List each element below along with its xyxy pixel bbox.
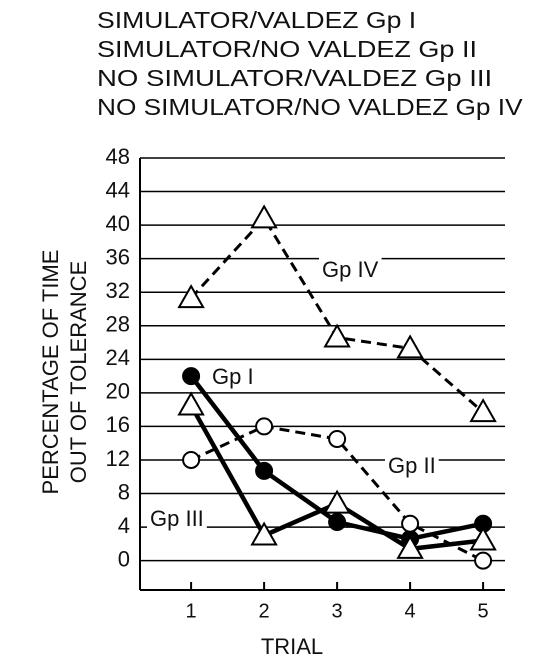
marker — [177, 391, 205, 416]
x-axis-label: TRIAL — [261, 634, 323, 659]
legend-entry: NO SIMULATOR/VALDEZ Gp III — [97, 65, 492, 91]
marker — [255, 417, 274, 436]
marker — [323, 489, 351, 514]
series-line — [190, 424, 484, 562]
marker — [396, 534, 424, 559]
y-axis-label: PERCENTAGE OF TIME — [38, 250, 63, 495]
legend-entry: SIMULATOR/NO VALDEZ Gp II — [97, 36, 477, 62]
annotation: Gp III — [150, 506, 204, 531]
annotation-bg — [385, 452, 439, 478]
x-tick-label: 3 — [332, 600, 343, 622]
annotation: Gp IV — [322, 257, 379, 282]
marker — [328, 430, 347, 449]
y-tick-label: 16 — [106, 412, 130, 437]
x-tick-label: 4 — [405, 600, 416, 622]
marker — [474, 551, 493, 570]
y-tick-label: 44 — [106, 177, 130, 202]
marker — [469, 526, 497, 551]
annotation-bg — [147, 505, 207, 531]
annotation: Gp II — [388, 453, 436, 478]
marker — [469, 398, 497, 423]
marker — [323, 323, 351, 348]
annotation: Gp I — [212, 364, 254, 389]
y-tick-label: 8 — [118, 479, 130, 504]
x-tick-label: 1 — [186, 600, 197, 622]
marker — [182, 367, 201, 386]
y-axis-label: OUT OF TOLERANCE — [66, 261, 91, 484]
marker — [177, 284, 205, 309]
y-tick-label: 24 — [106, 345, 130, 370]
marker — [401, 514, 420, 533]
y-tick-label: 12 — [106, 446, 130, 471]
legend-entry: NO SIMULATOR/NO VALDEZ Gp IV — [97, 94, 523, 120]
y-tick-label: 28 — [106, 312, 130, 337]
y-tick-label: 32 — [106, 278, 130, 303]
marker — [250, 521, 278, 546]
y-tick-label: 40 — [106, 211, 130, 236]
y-tick-label: 20 — [106, 379, 130, 404]
y-tick-label: 4 — [118, 513, 130, 538]
y-tick-label: 48 — [106, 144, 130, 169]
marker — [182, 450, 201, 469]
x-tick-label: 2 — [259, 600, 270, 622]
y-tick-label: 0 — [118, 546, 130, 571]
marker — [328, 513, 347, 532]
marker — [255, 461, 274, 480]
marker — [396, 334, 424, 359]
annotation-bg — [209, 363, 257, 389]
y-tick-label: 36 — [106, 244, 130, 269]
legend-entry: SIMULATOR/VALDEZ Gp I — [97, 7, 416, 33]
annotation-bg — [319, 256, 382, 282]
marker — [250, 204, 278, 229]
x-tick-label: 5 — [478, 600, 489, 622]
